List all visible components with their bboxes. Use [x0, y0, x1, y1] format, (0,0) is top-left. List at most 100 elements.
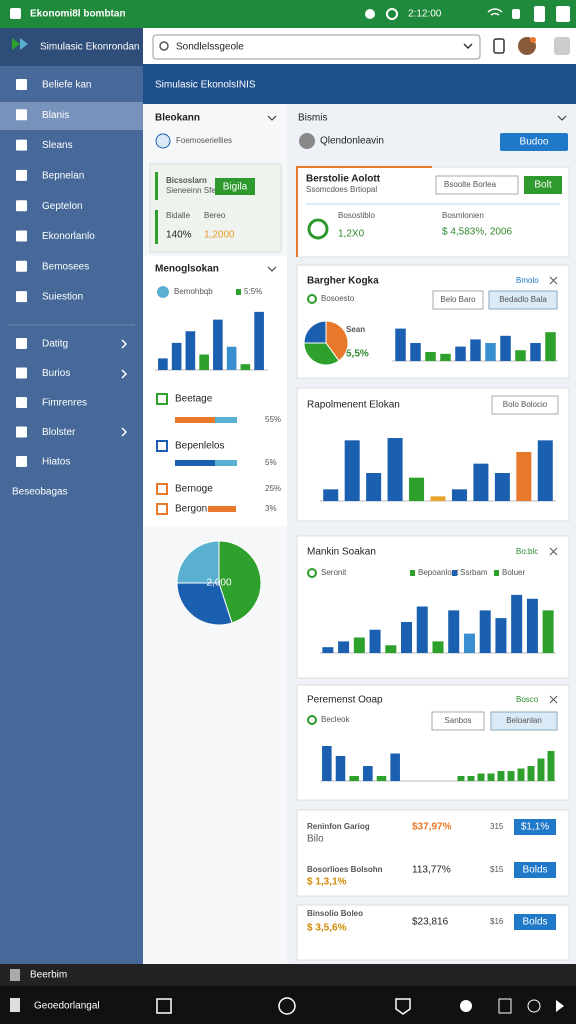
bar	[440, 353, 451, 361]
menu-item[interactable]: Bemosees	[42, 261, 89, 272]
panel-subtitle: Qlendonleavin	[320, 136, 384, 147]
menu-item[interactable]: Hiatos	[42, 457, 70, 468]
menu-item[interactable]: Geptelon	[42, 201, 83, 212]
legend-swatch	[236, 289, 241, 295]
battery-icon	[534, 6, 545, 22]
menu-item[interactable]: Beliefe kan	[42, 80, 91, 91]
bar	[322, 647, 334, 653]
header-band	[143, 64, 576, 104]
button[interactable]	[514, 914, 556, 930]
list-label: Reninfon Gariog	[307, 822, 370, 831]
row-label[interactable]: Bergon	[175, 504, 207, 515]
kpi-accent	[296, 166, 432, 257]
icon	[307, 568, 317, 578]
nav-icon[interactable]	[527, 999, 541, 1013]
pie-label: Sean	[346, 325, 365, 334]
rows: Beetage 55% Bepenlelos 5% Bernoge 25% Bergon 3%	[156, 393, 281, 515]
logo	[12, 38, 20, 50]
bar	[500, 335, 511, 361]
menu-item[interactable]: Blanis	[42, 110, 69, 121]
bar	[199, 354, 209, 370]
row-label[interactable]: Beetage	[175, 394, 213, 405]
list-small: 315	[490, 822, 504, 831]
button[interactable]	[491, 395, 559, 415]
card-value: 1,2000	[204, 230, 235, 241]
kpi-label: Bosmlonien	[442, 211, 484, 220]
chevron[interactable]	[557, 115, 567, 121]
chevron[interactable]	[267, 266, 277, 272]
nav-icon[interactable]	[556, 1000, 564, 1012]
menu-item[interactable]: Suiestion	[42, 292, 83, 303]
card-link[interactable]: Bosco	[516, 695, 539, 704]
menu-item[interactable]: Datitg	[42, 339, 68, 350]
bar	[537, 758, 545, 781]
card-link[interactable]: Bmolo	[516, 276, 539, 285]
legend-label: Ssrbam	[460, 568, 488, 577]
button[interactable]	[490, 711, 558, 731]
progress	[208, 506, 236, 512]
bar	[537, 440, 553, 501]
card-subtitle: Sieneeinn Sfen	[166, 186, 220, 195]
search-placeholder: Sondlelssgeole	[176, 42, 244, 53]
button-label: Bedadlo Bala	[499, 295, 547, 304]
close[interactable]	[549, 276, 558, 285]
row-icon	[156, 393, 168, 405]
close[interactable]	[549, 547, 558, 556]
sidebar-footer[interactable]: Beseobagas	[12, 487, 68, 498]
nav-bar	[0, 986, 576, 1024]
search-box[interactable]	[152, 34, 481, 60]
dropdown-icon	[463, 43, 473, 50]
close[interactable]	[549, 695, 558, 704]
bar	[485, 343, 496, 361]
logo	[20, 38, 28, 50]
button-label: Bolds	[522, 865, 547, 876]
status-title: Ekonomi8l bombtan	[30, 9, 126, 20]
input[interactable]	[435, 175, 519, 195]
row-label[interactable]: Bepenlelos	[175, 441, 224, 452]
bar	[158, 358, 168, 370]
pie-label: 2,000	[206, 578, 231, 589]
button[interactable]	[488, 290, 558, 310]
nav-icon[interactable]	[498, 998, 512, 1014]
notification-icon[interactable]	[493, 38, 505, 54]
list-sub: $ 3,5,6%	[307, 923, 347, 934]
row-label[interactable]: Bernoge	[175, 484, 213, 495]
card-subtitle: Bosoesto	[321, 294, 355, 303]
chevrons	[121, 339, 128, 437]
chevron[interactable]	[267, 115, 277, 121]
button[interactable]	[514, 862, 556, 878]
info-icon	[155, 133, 171, 149]
card-link[interactable]: Bo:blc	[516, 547, 538, 556]
button-label: Budoo	[520, 137, 549, 148]
menu-item[interactable]: Bepnelan	[42, 171, 84, 182]
button[interactable]	[514, 819, 556, 835]
bar	[349, 776, 359, 781]
user-icon[interactable]	[554, 37, 570, 55]
legend-swatch	[452, 570, 457, 576]
button[interactable]	[432, 290, 484, 310]
menu-icon	[16, 426, 27, 438]
button[interactable]	[215, 178, 255, 195]
menu-item[interactable]: Ekonorlanlo	[42, 231, 95, 242]
button[interactable]	[431, 711, 485, 731]
bar	[376, 776, 387, 781]
bar	[344, 440, 360, 501]
nav-home[interactable]	[278, 997, 296, 1015]
nav-label: Geoedorlangal	[34, 1001, 100, 1012]
button[interactable]	[524, 176, 562, 194]
nav-icon[interactable]	[460, 1000, 472, 1012]
nav-recents[interactable]	[156, 998, 172, 1014]
menu-item[interactable]: Fimrenres	[42, 398, 87, 409]
nav-back[interactable]	[395, 998, 411, 1015]
menu-item[interactable]: Sleans	[42, 140, 73, 151]
progress	[175, 460, 237, 466]
list-label: Binsolio Boleo	[307, 909, 363, 918]
pie-value: 5,5%	[346, 349, 369, 360]
menu-item[interactable]: Burios	[42, 368, 70, 379]
pie-slice	[218, 540, 262, 624]
pie-slice	[303, 320, 327, 344]
menu-icon	[16, 109, 27, 121]
menu-item[interactable]: Blolster	[42, 427, 76, 438]
panel-title: Bleokann	[155, 113, 200, 124]
button[interactable]	[500, 133, 568, 151]
